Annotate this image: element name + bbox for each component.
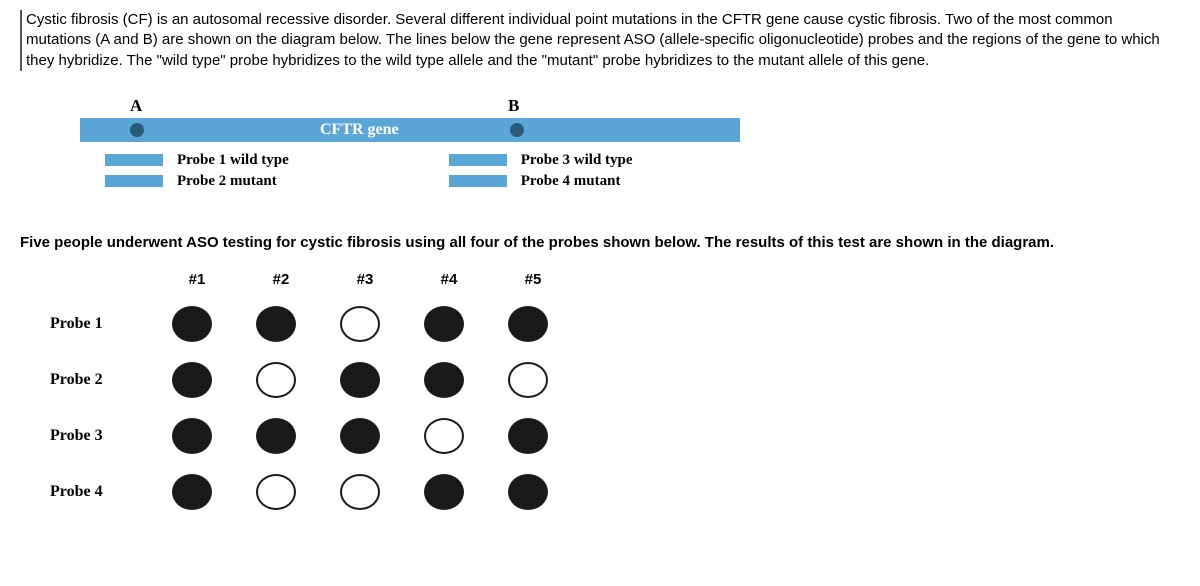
probe2-swatch [105, 175, 163, 187]
probe-legend: Probe 1 wild type Probe 2 mutant Probe 3… [80, 152, 740, 194]
grid-cell [234, 362, 318, 398]
grid-row: Probe 1 [50, 296, 1180, 352]
probe4-label: Probe 4 mutant [521, 173, 621, 190]
column-header: #4 [407, 271, 491, 288]
mutation-a-marker [130, 123, 144, 137]
probe2-label: Probe 2 mutant [177, 173, 277, 190]
column-header: #1 [155, 271, 239, 288]
dot-filled [340, 362, 380, 398]
grid-row: Probe 2 [50, 352, 1180, 408]
dot-filled [172, 306, 212, 342]
grid-cell [486, 418, 570, 454]
probe1-swatch [105, 154, 163, 166]
column-header: #5 [491, 271, 575, 288]
gene-diagram: A B CFTR gene Probe 1 wild type Probe 2 … [80, 96, 740, 194]
dot-filled [172, 362, 212, 398]
dot-filled [172, 474, 212, 510]
dot-filled [508, 306, 548, 342]
dot-filled [340, 418, 380, 454]
gene-bar-label: CFTR gene [320, 121, 399, 139]
grid-cell [402, 306, 486, 342]
grid-cell [402, 362, 486, 398]
probe4-swatch [449, 175, 507, 187]
grid-row: Probe 3 [50, 408, 1180, 464]
row-label: Probe 3 [50, 427, 150, 445]
dot-filled [424, 362, 464, 398]
grid-cell [486, 474, 570, 510]
grid-cell [486, 306, 570, 342]
row-label: Probe 1 [50, 315, 150, 333]
grid-cell [318, 362, 402, 398]
probe1-label: Probe 1 wild type [177, 152, 289, 169]
grid-row: Probe 4 [50, 464, 1180, 520]
dot-filled [508, 474, 548, 510]
mutation-b-label: B [508, 96, 519, 116]
grid-cell [486, 362, 570, 398]
results-intro: Five people underwent ASO testing for cy… [20, 234, 1180, 251]
row-label: Probe 2 [50, 371, 150, 389]
mutation-a-label: A [130, 96, 142, 116]
mutation-b-marker [510, 123, 524, 137]
grid-cell [402, 418, 486, 454]
intro-text: Cystic fibrosis (CF) is an autosomal rec… [20, 10, 1180, 71]
row-label: Probe 4 [50, 483, 150, 501]
dot-filled [256, 418, 296, 454]
dot-filled [256, 306, 296, 342]
probe3-label: Probe 3 wild type [521, 152, 633, 169]
dot-filled [424, 474, 464, 510]
dot-open [256, 474, 296, 510]
column-header: #2 [239, 271, 323, 288]
grid-cell [402, 474, 486, 510]
aso-results-grid: #1#2#3#4#5 Probe 1 Probe 2 Probe 3 Probe 4 [50, 271, 1180, 520]
column-headers: #1#2#3#4#5 [155, 271, 1180, 288]
grid-cell [234, 474, 318, 510]
grid-cell [150, 474, 234, 510]
dot-open [256, 362, 296, 398]
grid-cell [318, 474, 402, 510]
probe3-swatch [449, 154, 507, 166]
dot-filled [424, 306, 464, 342]
dot-filled [172, 418, 212, 454]
dot-open [424, 418, 464, 454]
dot-open [508, 362, 548, 398]
grid-cell [234, 306, 318, 342]
dot-open [340, 306, 380, 342]
grid-cell [150, 306, 234, 342]
dot-open [340, 474, 380, 510]
dot-filled [508, 418, 548, 454]
grid-cell [234, 418, 318, 454]
grid-cell [318, 418, 402, 454]
grid-cell [318, 306, 402, 342]
grid-cell [150, 418, 234, 454]
gene-bar: CFTR gene [80, 118, 740, 142]
grid-cell [150, 362, 234, 398]
column-header: #3 [323, 271, 407, 288]
